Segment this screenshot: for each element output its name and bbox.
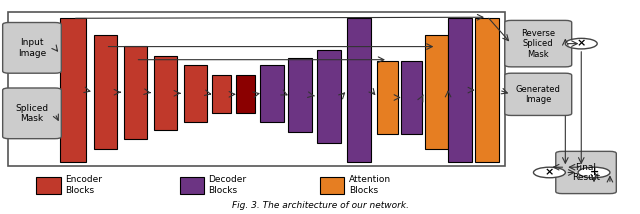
Bar	[212, 75, 231, 113]
Text: Decoder
Blocks: Decoder Blocks	[209, 175, 246, 195]
Text: Reverse
Spliced
Mask: Reverse Spliced Mask	[521, 29, 556, 59]
Bar	[320, 177, 344, 194]
Bar	[94, 35, 117, 149]
FancyBboxPatch shape	[505, 20, 572, 67]
Bar	[236, 75, 255, 113]
Text: ×: ×	[577, 39, 586, 49]
Bar	[401, 61, 422, 134]
Circle shape	[565, 38, 597, 49]
Circle shape	[578, 167, 610, 178]
Bar	[475, 18, 499, 162]
Bar	[124, 46, 147, 139]
FancyBboxPatch shape	[3, 22, 61, 73]
FancyBboxPatch shape	[8, 12, 505, 166]
Bar	[260, 65, 284, 122]
Text: Generated
Image: Generated Image	[516, 85, 561, 104]
Bar	[378, 61, 398, 134]
Bar	[317, 50, 341, 143]
Bar	[184, 65, 207, 122]
Bar	[180, 177, 204, 194]
Text: Spliced
Mask: Spliced Mask	[15, 104, 49, 123]
Text: Fig. 3. The architecture of our network.: Fig. 3. The architecture of our network.	[232, 202, 408, 211]
Text: Attention
Blocks: Attention Blocks	[349, 175, 391, 195]
Text: Input
Image: Input Image	[18, 38, 46, 58]
Bar	[60, 18, 86, 162]
FancyBboxPatch shape	[556, 151, 616, 194]
Bar	[154, 56, 177, 130]
Bar	[448, 18, 472, 162]
Bar	[288, 58, 312, 132]
Bar	[36, 177, 61, 194]
Text: ×: ×	[545, 168, 554, 177]
FancyBboxPatch shape	[3, 88, 61, 139]
Text: Final
Result: Final Result	[572, 163, 600, 182]
Bar	[348, 18, 371, 162]
FancyBboxPatch shape	[505, 73, 572, 115]
Text: +: +	[589, 168, 598, 177]
Text: Encoder
Blocks: Encoder Blocks	[65, 175, 102, 195]
Bar	[424, 35, 448, 149]
Circle shape	[534, 167, 565, 178]
